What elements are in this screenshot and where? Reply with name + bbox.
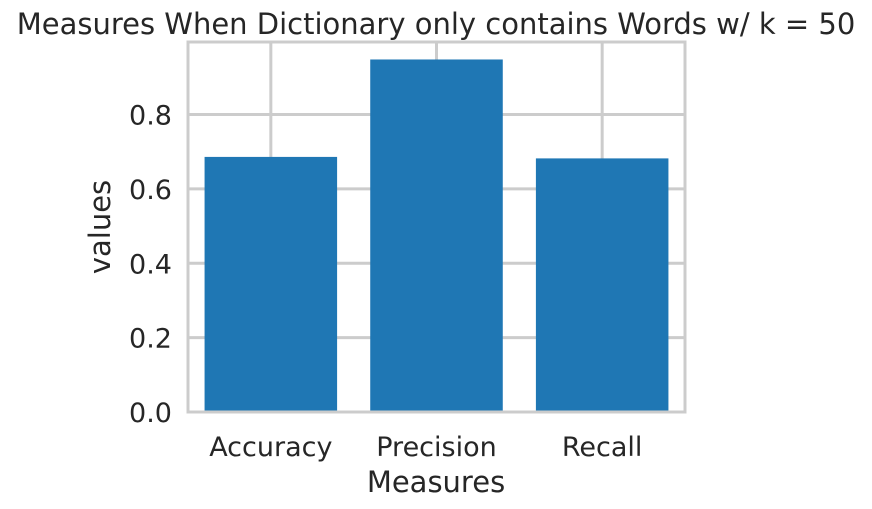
bar-precision — [370, 59, 503, 412]
y-tick-labels: 0.0 0.2 0.4 0.6 0.8 — [129, 101, 172, 429]
y-tick-label: 0.0 — [129, 398, 172, 429]
plot-frame — [186, 40, 687, 414]
x-tick-label: Accuracy — [209, 432, 332, 463]
x-tick-label: Precision — [376, 432, 496, 463]
y-tick-label: 0.8 — [129, 101, 172, 132]
bar-accuracy — [204, 156, 338, 412]
y-tick-label: 0.4 — [129, 249, 172, 280]
y-tick-label: 0.6 — [129, 175, 172, 206]
y-tick-label: 0.2 — [129, 324, 172, 355]
chart-title: Measures When Dictionary only contains W… — [17, 7, 856, 41]
bar-recall — [535, 158, 669, 412]
x-tick-labels: Accuracy Precision Recall — [209, 432, 642, 463]
x-tick-label: Recall — [562, 432, 643, 463]
x-axis-label: Measures — [367, 465, 505, 499]
y-axis-label: values — [83, 180, 117, 274]
bar-layer — [204, 59, 669, 412]
